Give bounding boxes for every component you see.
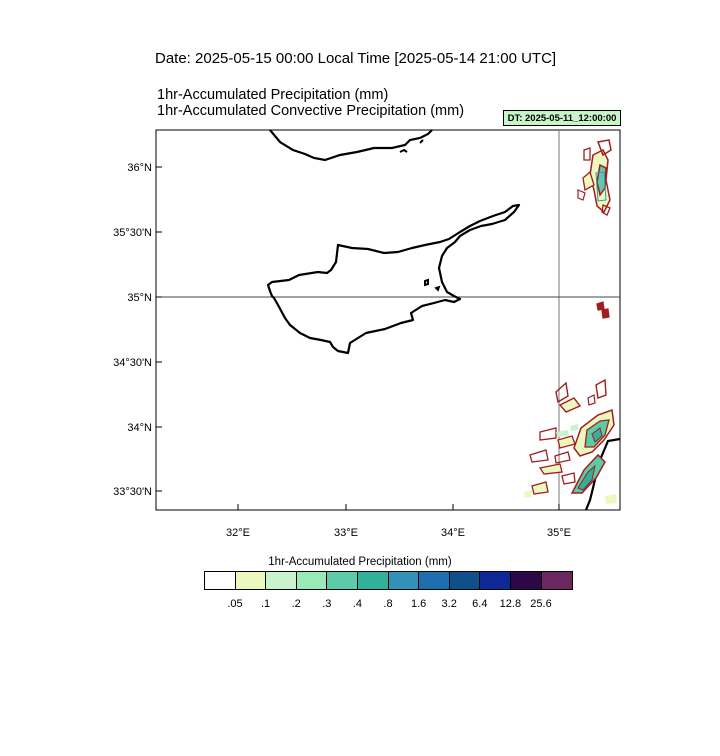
colorbar-title: 1hr-Accumulated Precipitation (mm) [268, 556, 452, 568]
turkey-coast-point [419, 139, 424, 144]
lon-label-34e: 34°E [441, 527, 465, 539]
lat-label-34n: 34°N [127, 422, 152, 434]
colorbar-label: 12.8 [499, 598, 522, 610]
cyprus-islet [424, 278, 429, 287]
turkey-coastline [269, 129, 433, 162]
precip-title: 1hr-Accumulated Precipitation (mm) [157, 87, 389, 103]
lon-label-32e: 32°E [226, 527, 250, 539]
cyprus-coastline [266, 203, 521, 355]
colorbar-swatch [235, 572, 267, 589]
map-frame [155, 129, 621, 511]
colorbar-swatch [266, 572, 297, 589]
lon-label-35e: 35°E [547, 527, 571, 539]
lon-label-33e: 33°E [334, 527, 358, 539]
colorbar [204, 571, 574, 590]
convective-precip-title: 1hr-Accumulated Convective Precipitation… [157, 103, 465, 119]
colorbar-label: .4 [352, 598, 362, 610]
lat-label-36n: 36°N [127, 162, 152, 174]
colorbar-swatch [480, 572, 511, 589]
colorbar-label: .1 [261, 598, 271, 610]
colorbar-swatch [541, 572, 573, 589]
colorbar-swatch [449, 572, 481, 589]
colorbar-label: 25.6 [530, 598, 552, 610]
colorbar-swatch [388, 572, 420, 589]
colorbar-swatch [510, 572, 542, 589]
colorbar-label: .05 [227, 598, 243, 610]
axis-ticks [156, 166, 560, 510]
colorbar-label: .3 [322, 598, 332, 610]
colorbar-swatch [419, 572, 450, 589]
lat-label-34-30n: 34°30'N [113, 357, 152, 369]
precip-cluster-southeast [524, 378, 617, 504]
precip-cluster-east [596, 301, 610, 319]
colorbar-swatch [296, 572, 328, 589]
lat-label-35-30n: 35°30'N [113, 227, 152, 239]
colorbar-label: 6.4 [472, 598, 488, 610]
map-plot-area [156, 129, 621, 511]
colorbar-swatch [205, 572, 236, 589]
date-title: Date: 2025-05-15 00:00 Local Time [2025-… [155, 50, 557, 67]
colorbar-label: .8 [383, 598, 393, 610]
dt-badge: DT: 2025-05-11_12:00:00 [503, 110, 621, 126]
cyprus-islet-2 [434, 285, 441, 292]
colorbar-swatch [357, 572, 389, 589]
colorbar-label: 1.6 [410, 598, 427, 610]
precip-cluster-northeast [577, 139, 612, 216]
turkey-coast-islet [399, 148, 408, 153]
lat-label-33-30n: 33°30'N [113, 486, 152, 498]
colorbar-swatch [327, 572, 358, 589]
colorbar-label: 3.2 [441, 598, 457, 610]
colorbar-label: .2 [291, 598, 301, 610]
lat-label-35n: 35°N [127, 292, 152, 304]
